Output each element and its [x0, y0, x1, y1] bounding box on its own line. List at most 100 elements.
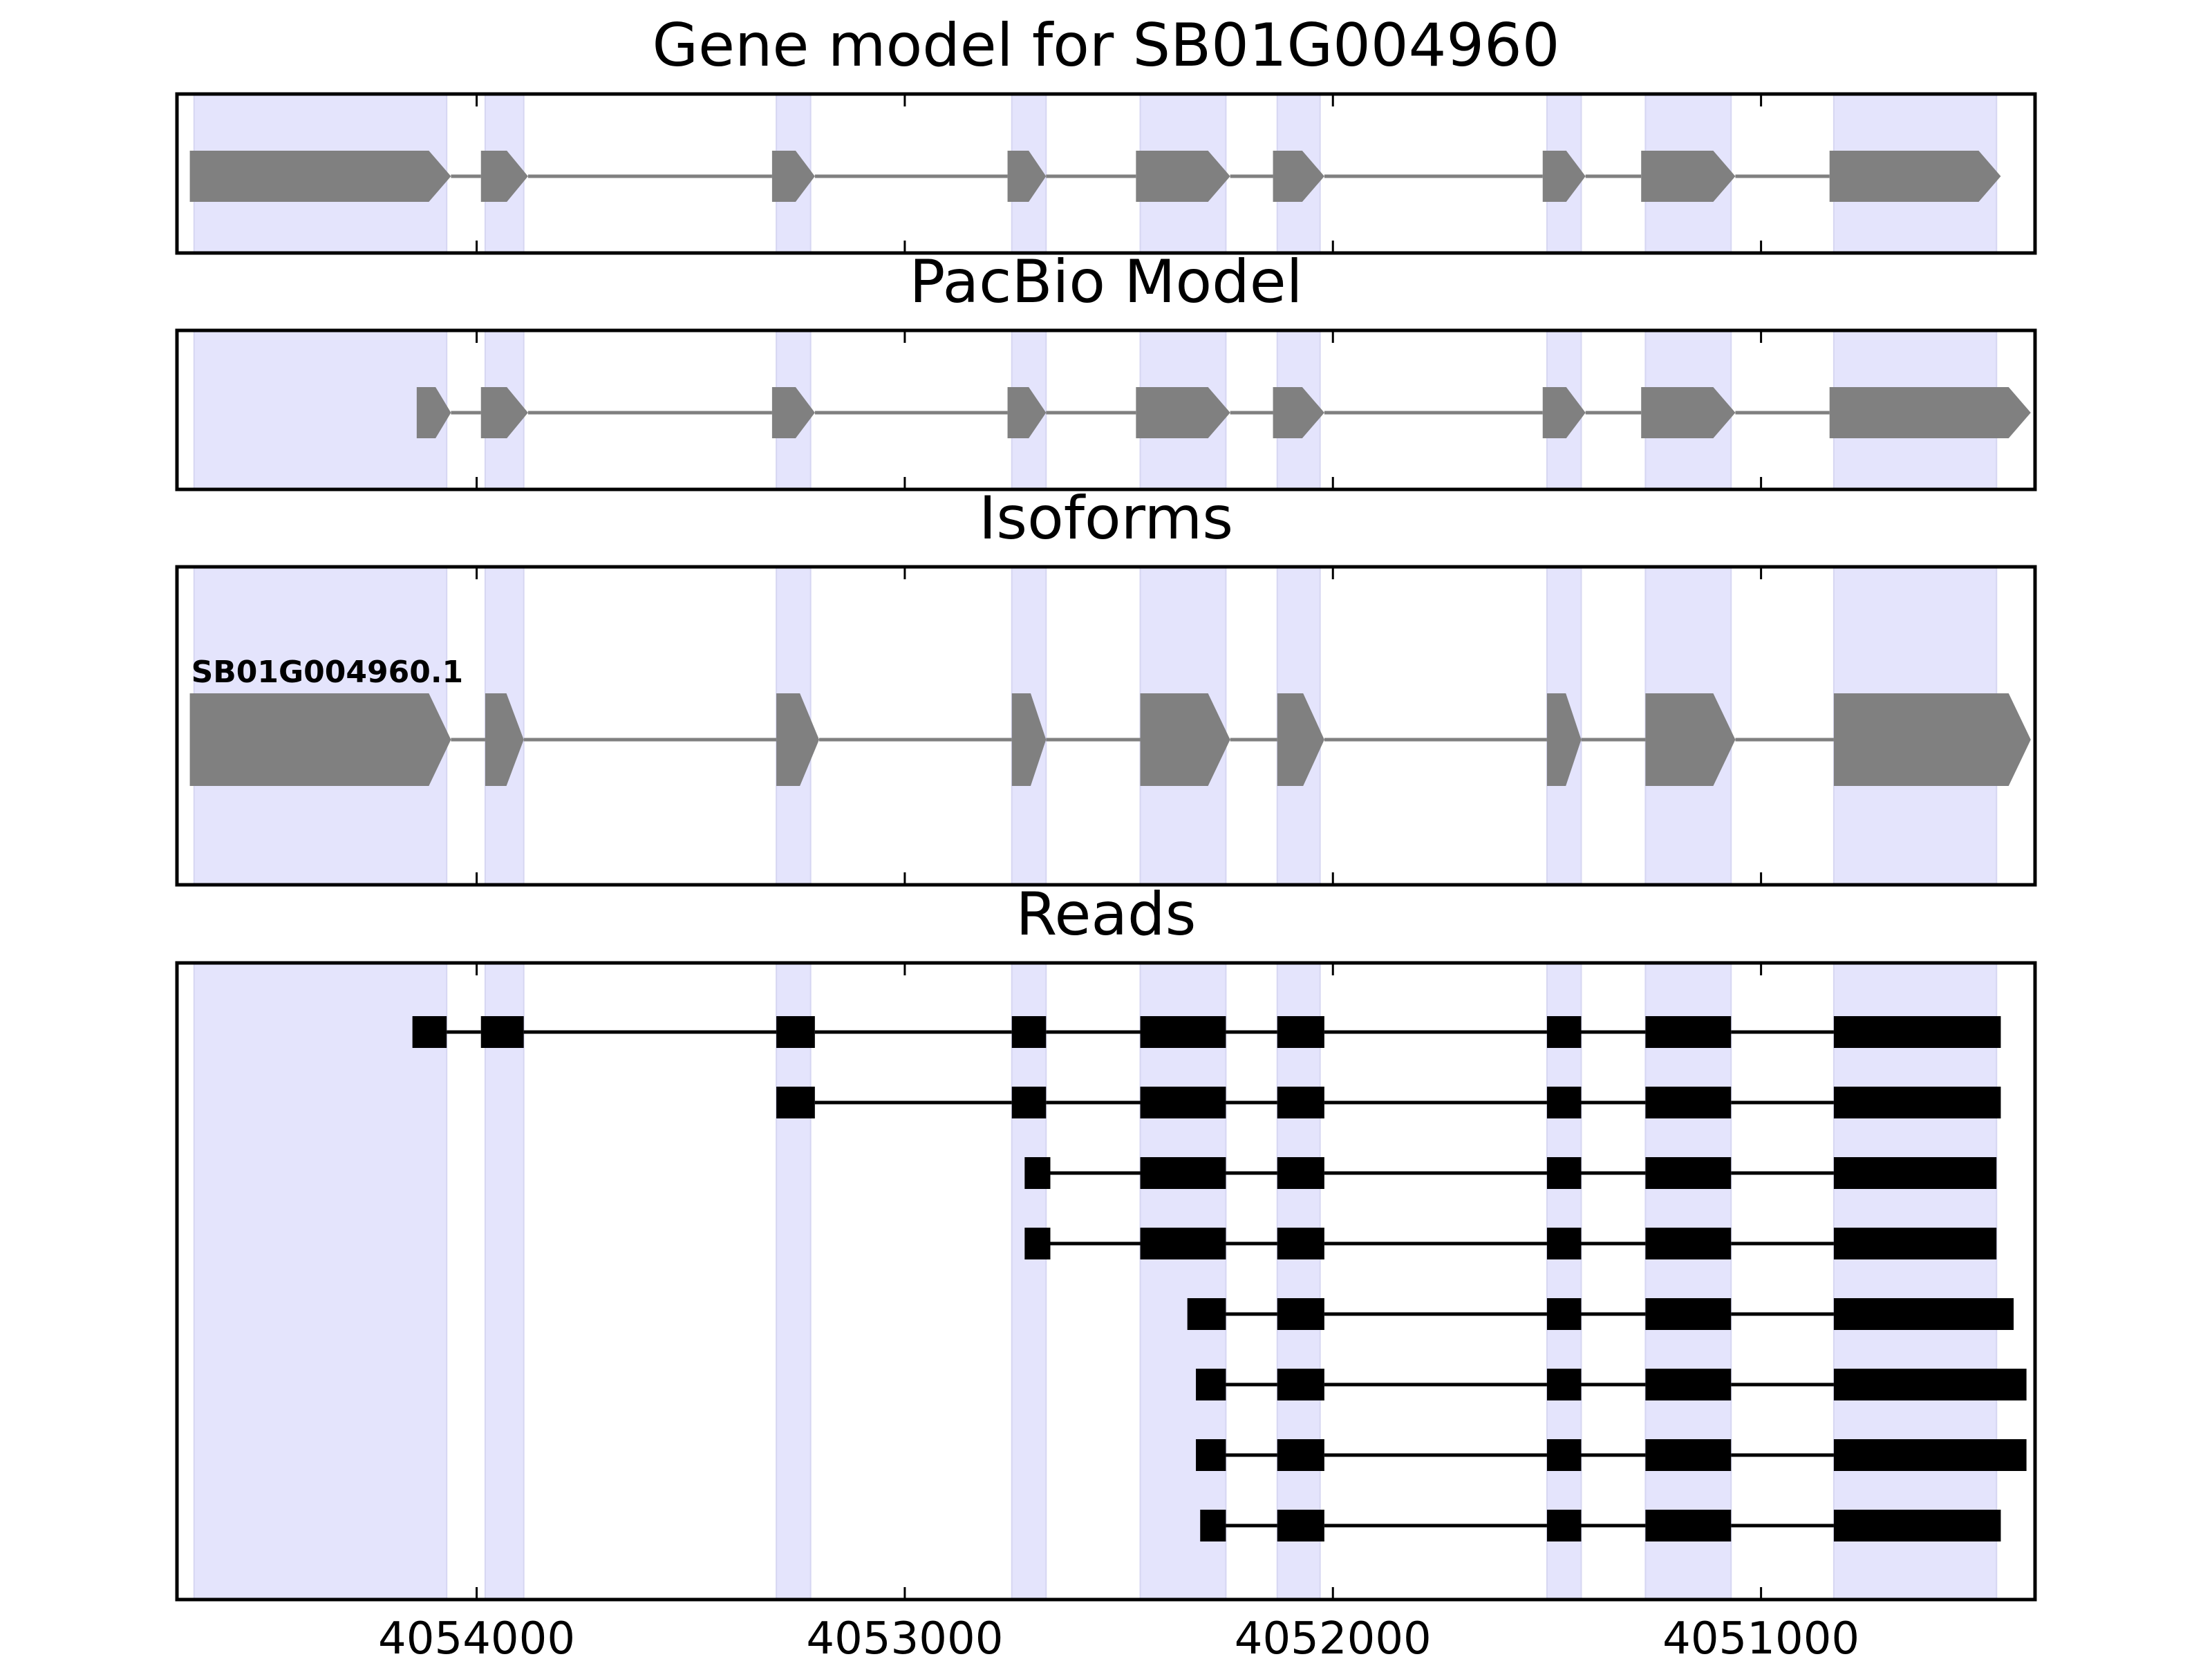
- panel-model-0: Gene model for SB01G004960: [175, 11, 2037, 255]
- read-exon-block: [1011, 1087, 1047, 1118]
- read-exon-block: [1546, 1298, 1582, 1330]
- read-track: [412, 1016, 2001, 1048]
- read-track: [1200, 1510, 2001, 1541]
- read-exon-block: [1546, 1439, 1582, 1471]
- read-exon-block: [1024, 1157, 1051, 1189]
- exon-block: [416, 387, 451, 438]
- read-exon-block: [1645, 1016, 1732, 1048]
- transcript-track: [416, 387, 2031, 438]
- exon-block: [771, 387, 815, 438]
- transcript-track: SB01G004960.1: [189, 655, 2031, 786]
- exon-block: [1542, 387, 1586, 438]
- panel-frame: [175, 92, 2037, 255]
- read-exon-block: [1196, 1369, 1226, 1400]
- read-track: [1024, 1157, 1997, 1189]
- exon-block: [480, 387, 528, 438]
- panel-model-1: PacBio Model: [175, 247, 2037, 491]
- panel-title: Reads: [1016, 880, 1197, 949]
- x-tick-label: 4051000: [1662, 1613, 1859, 1659]
- read-exon-block: [1277, 1016, 1324, 1048]
- read-exon-block: [776, 1016, 815, 1048]
- x-tick-label: 4052000: [1235, 1613, 1432, 1659]
- read-exon-block: [1645, 1369, 1732, 1400]
- read-exon-block: [412, 1016, 447, 1048]
- x-tick-label: 4053000: [806, 1613, 1003, 1659]
- exon-block: [1542, 151, 1586, 202]
- read-exon-block: [1200, 1510, 1226, 1541]
- panel-title: Gene model for SB01G004960: [653, 11, 1560, 80]
- read-exon-block: [1645, 1157, 1732, 1189]
- read-exon-block: [1140, 1016, 1226, 1048]
- highlight-band: [1139, 962, 1227, 1600]
- read-exon-block: [1833, 1016, 2001, 1048]
- read-track: [1187, 1298, 2014, 1330]
- panel-frame: [175, 961, 2037, 1602]
- highlight-band: [484, 962, 525, 1600]
- highlight-band: [1833, 962, 1998, 1600]
- read-exon-block: [1833, 1157, 1997, 1189]
- exon-block: [1829, 151, 2001, 202]
- x-tick-label: 4054000: [378, 1613, 575, 1659]
- highlight-band: [1546, 962, 1582, 1600]
- highlight-band: [1644, 962, 1732, 1600]
- isoform-label: SB01G004960.1: [191, 655, 464, 690]
- read-exon-block: [1140, 1087, 1226, 1118]
- exon-block: [1136, 387, 1230, 438]
- read-exon-block: [1546, 1510, 1582, 1541]
- exon-block: [1829, 387, 2031, 438]
- highlight-band: [776, 962, 812, 1600]
- exon-block: [1136, 151, 1230, 202]
- exon-block: [1641, 151, 1736, 202]
- read-exon-block: [1645, 1087, 1732, 1118]
- exon-block: [1546, 693, 1582, 786]
- read-exon-block: [1546, 1087, 1582, 1118]
- highlight-band: [193, 962, 448, 1600]
- read-exon-block: [1277, 1369, 1324, 1400]
- read-exon-block: [1645, 1298, 1732, 1330]
- read-exon-block: [1277, 1157, 1324, 1189]
- read-track: [1196, 1439, 2027, 1471]
- read-exon-block: [480, 1016, 524, 1048]
- read-exon-block: [1277, 1298, 1324, 1330]
- read-exon-block: [776, 1087, 815, 1118]
- read-exon-block: [1277, 1510, 1324, 1541]
- read-exon-block: [1833, 1510, 2001, 1541]
- exon-block: [1140, 693, 1230, 786]
- exon-block: [771, 151, 815, 202]
- panel-title: Isoforms: [979, 484, 1233, 553]
- panel-reads-3: Reads 4054000 4053000 4052000 4051000: [175, 880, 2037, 1659]
- read-exon-block: [1024, 1228, 1051, 1259]
- read-exon-block: [1546, 1016, 1582, 1048]
- read-exon-block: [1011, 1016, 1047, 1048]
- exon-block: [1011, 693, 1047, 786]
- exon-block: [1645, 693, 1736, 786]
- read-track: [1024, 1228, 1997, 1259]
- exon-block: [1641, 387, 1736, 438]
- panel-frame: [175, 565, 2037, 887]
- exon-block: [1277, 693, 1324, 786]
- exon-block: [1007, 151, 1047, 202]
- exon-block: [1273, 151, 1324, 202]
- read-exon-block: [1833, 1228, 1997, 1259]
- read-track: [1196, 1369, 2027, 1400]
- read-exon-block: [1277, 1228, 1324, 1259]
- exon-block: [776, 693, 820, 786]
- read-exon-block: [1546, 1157, 1582, 1189]
- highlight-band: [193, 330, 448, 490]
- read-exon-block: [1277, 1087, 1324, 1118]
- exon-block: [1007, 387, 1047, 438]
- read-exon-block: [1645, 1439, 1732, 1471]
- read-exon-block: [1833, 1087, 2001, 1118]
- read-exon-block: [1196, 1439, 1226, 1471]
- exon-block: [189, 151, 451, 202]
- read-exon-block: [1277, 1439, 1324, 1471]
- exon-block: [1273, 387, 1324, 438]
- read-exon-block: [1546, 1369, 1582, 1400]
- read-track: [776, 1087, 2001, 1118]
- panel-frame: [175, 328, 2037, 491]
- read-exon-block: [1546, 1228, 1582, 1259]
- read-exon-block: [1140, 1157, 1226, 1189]
- read-exon-block: [1140, 1228, 1226, 1259]
- highlight-band: [1011, 962, 1047, 1600]
